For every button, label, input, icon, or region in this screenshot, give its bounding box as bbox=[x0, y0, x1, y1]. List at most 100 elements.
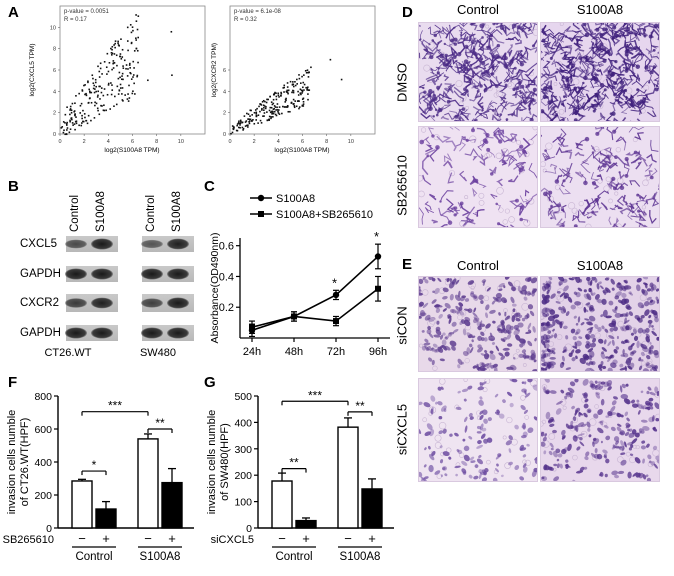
scatter-point bbox=[247, 124, 249, 127]
pore bbox=[427, 319, 435, 328]
cell-body bbox=[473, 316, 478, 322]
cell-process bbox=[634, 97, 647, 109]
cell-body bbox=[531, 288, 537, 294]
cell-process bbox=[634, 132, 644, 141]
cell-body bbox=[574, 57, 578, 60]
cell-process bbox=[579, 209, 591, 217]
cell-process bbox=[471, 86, 479, 90]
cell-process bbox=[498, 223, 509, 227]
cell-body bbox=[495, 292, 502, 299]
cell-body bbox=[431, 277, 436, 282]
cell-process bbox=[496, 203, 501, 210]
cell-body bbox=[458, 117, 461, 120]
cell-body bbox=[572, 416, 577, 422]
cell-process bbox=[639, 156, 648, 167]
cell-body bbox=[544, 294, 550, 299]
cell-body bbox=[448, 456, 452, 460]
cell-body bbox=[611, 320, 617, 326]
cell-body bbox=[648, 460, 652, 464]
pore bbox=[469, 135, 477, 143]
cell-body bbox=[605, 315, 612, 319]
cell-process bbox=[458, 23, 474, 27]
cell-body bbox=[592, 109, 596, 113]
cell-body bbox=[442, 296, 448, 300]
cell-body bbox=[614, 445, 620, 449]
cell-body bbox=[462, 328, 467, 336]
blot-band bbox=[91, 238, 113, 250]
cell-body bbox=[466, 68, 471, 72]
cell-body bbox=[526, 291, 531, 296]
y-tick-label: 0.2 bbox=[219, 302, 234, 314]
cell-process bbox=[482, 38, 489, 46]
scatter-point bbox=[93, 84, 96, 87]
scatter-point bbox=[307, 93, 309, 95]
scatter-point bbox=[87, 80, 89, 83]
pore bbox=[515, 348, 520, 353]
cell-body bbox=[544, 299, 550, 304]
scatter-point bbox=[241, 121, 244, 124]
cell-process bbox=[477, 45, 485, 56]
cell-body bbox=[519, 343, 524, 348]
cell-process bbox=[562, 162, 573, 177]
pore bbox=[455, 80, 463, 88]
cell-body bbox=[480, 433, 486, 439]
pore bbox=[641, 205, 646, 210]
pore bbox=[640, 361, 646, 366]
scatter-point bbox=[81, 90, 84, 92]
cell-body bbox=[480, 300, 484, 304]
scatter-point bbox=[120, 78, 123, 81]
scatter-point bbox=[277, 94, 280, 97]
cell-process bbox=[597, 84, 610, 92]
scatter-point bbox=[301, 104, 304, 107]
pore bbox=[460, 310, 467, 317]
cell-process bbox=[457, 41, 466, 55]
cell-body bbox=[609, 411, 617, 416]
scatter-point bbox=[97, 90, 100, 93]
cell-body bbox=[527, 304, 534, 310]
cell-body bbox=[617, 299, 623, 304]
cell-process bbox=[532, 75, 537, 81]
cell-body bbox=[582, 23, 587, 27]
cell-body bbox=[610, 362, 617, 368]
scatter-point bbox=[137, 36, 140, 39]
scatter-point bbox=[259, 103, 261, 105]
cell-body bbox=[459, 306, 463, 311]
cell-body bbox=[566, 64, 570, 69]
cell-body bbox=[640, 445, 647, 450]
scatter-point bbox=[273, 105, 276, 107]
cell-body bbox=[443, 408, 447, 413]
scatter-point bbox=[273, 110, 276, 113]
cell-body bbox=[597, 281, 602, 285]
cell-body bbox=[500, 474, 504, 478]
cell-body bbox=[602, 365, 607, 370]
cell-process bbox=[555, 146, 569, 156]
cell-process bbox=[524, 68, 535, 83]
blot-row-label-cxcr2: CXCR2 bbox=[20, 297, 59, 309]
cell-body bbox=[486, 287, 491, 292]
cell-body bbox=[607, 386, 612, 391]
cell-body bbox=[582, 81, 585, 85]
cell-body bbox=[464, 416, 468, 423]
cell-body bbox=[595, 392, 601, 399]
cell-body bbox=[627, 428, 631, 432]
cell-body bbox=[498, 139, 503, 144]
cell-process bbox=[641, 79, 655, 89]
scatter-point bbox=[110, 82, 112, 84]
cell-body bbox=[509, 402, 514, 408]
y-tick-label: 0.4 bbox=[219, 271, 234, 283]
cell-body bbox=[438, 416, 443, 420]
cell-body bbox=[628, 345, 633, 351]
cell-process bbox=[649, 210, 657, 225]
scatter-point bbox=[236, 124, 238, 127]
cell-process bbox=[518, 166, 526, 175]
cell-process bbox=[605, 78, 616, 96]
cell-body bbox=[496, 43, 501, 48]
cell-body bbox=[636, 193, 640, 197]
cell-process bbox=[464, 89, 469, 97]
scatter-point bbox=[105, 66, 108, 69]
scatter-point bbox=[94, 81, 97, 84]
cell-process bbox=[483, 108, 494, 114]
scatter-point bbox=[275, 98, 278, 101]
cell-body bbox=[508, 281, 513, 287]
cell-body bbox=[554, 179, 560, 184]
